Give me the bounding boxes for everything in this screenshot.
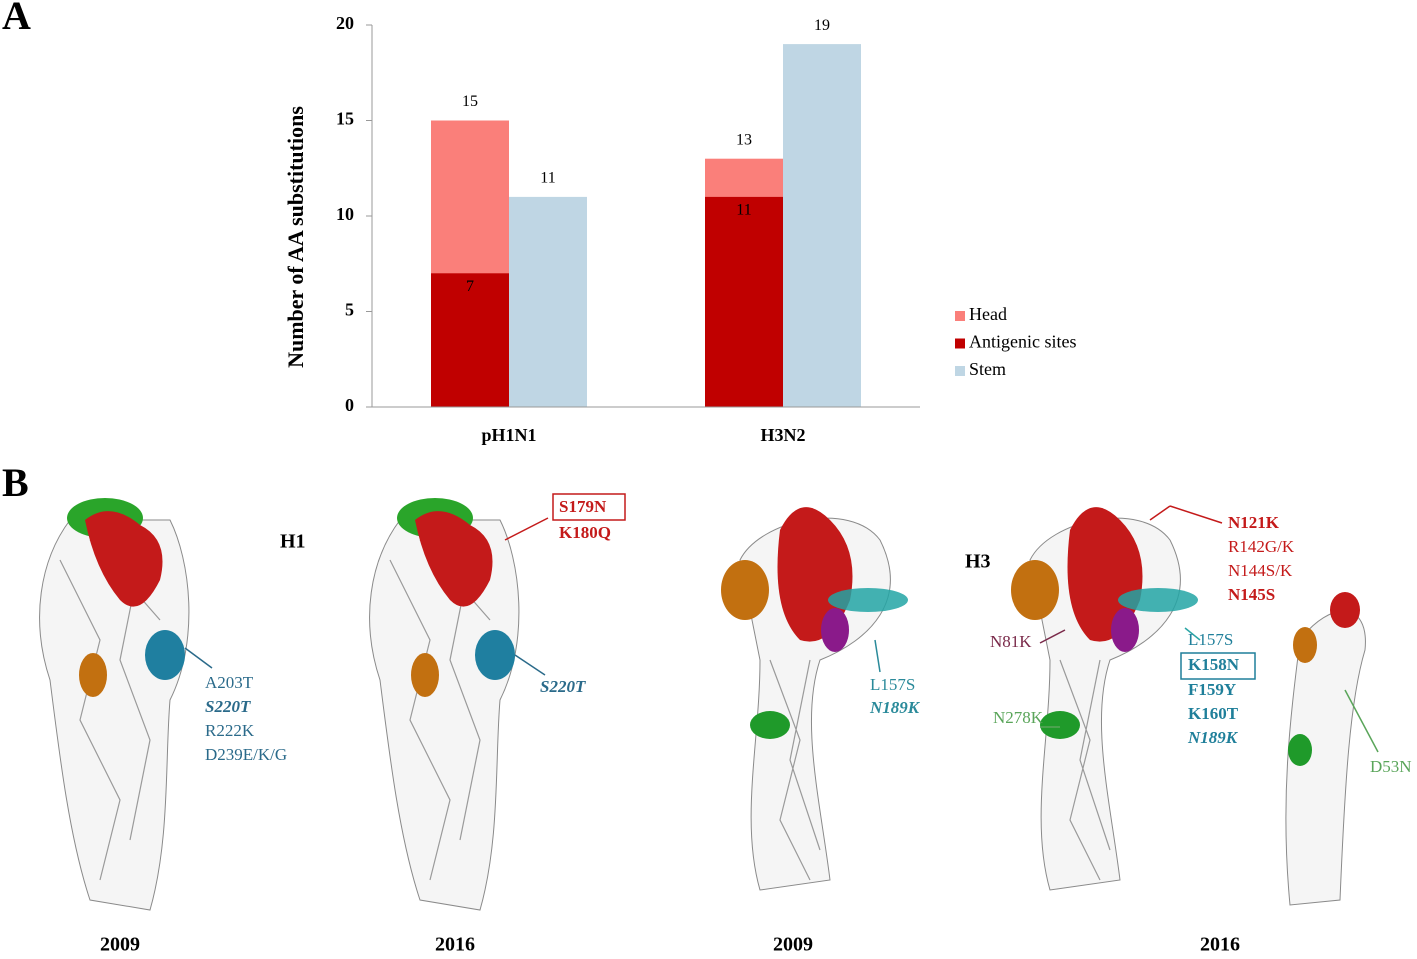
year-label: 2009 xyxy=(100,934,140,956)
structure-h1-2009 xyxy=(39,498,213,911)
bar xyxy=(431,273,509,407)
mutation-label: A203T xyxy=(205,673,254,692)
legend-swatch xyxy=(955,338,965,349)
mutation-label: D53N xyxy=(1370,757,1412,776)
bar xyxy=(509,196,587,407)
structure-h3-2016 xyxy=(1011,505,1379,906)
value-label: 19 xyxy=(814,17,830,34)
subtype-label: H1 xyxy=(280,531,306,553)
x-tick-label: H3N2 xyxy=(761,425,806,445)
h1-2009-labels: A203T S220T R222K D239E/K/G xyxy=(205,673,287,764)
mutation-label: S220T xyxy=(540,677,586,696)
mutation-label: N144S/K xyxy=(1228,561,1293,580)
structure-h1-2016 xyxy=(369,498,549,911)
year-label: 2016 xyxy=(435,934,475,956)
year-label: 2009 xyxy=(773,934,813,956)
legend-label: Antigenic sites xyxy=(969,332,1076,352)
bar xyxy=(783,44,861,407)
y-axis-label: Number of AA substitutions xyxy=(283,106,308,368)
legend-swatch xyxy=(955,311,965,321)
legend-label: Head xyxy=(969,304,1007,324)
mutation-label: N189K xyxy=(1187,728,1239,747)
y-tick-label: 0 xyxy=(345,395,354,415)
value-label: 11 xyxy=(540,170,555,187)
year-label: 2016 xyxy=(1200,934,1240,956)
subtype-label: H3 xyxy=(965,551,991,573)
mutation-label: L157S xyxy=(1188,630,1233,649)
mutation-label: S220T xyxy=(205,697,251,716)
legend-label: Stem xyxy=(969,359,1006,379)
mutation-label: R222K xyxy=(205,721,255,740)
mutation-label: L157S xyxy=(870,675,915,694)
structure-h3-2009 xyxy=(721,507,908,891)
legend-swatch xyxy=(955,366,965,376)
mutation-label: N189K xyxy=(869,698,921,717)
mutation-label: K158N xyxy=(1188,655,1240,674)
value-label: 11 xyxy=(736,202,751,219)
value-label: 13 xyxy=(736,131,752,148)
y-tick-label: 10 xyxy=(336,204,354,224)
mutation-label: N278K xyxy=(993,708,1044,727)
x-tick-label: pH1N1 xyxy=(481,425,536,445)
y-tick-label: 20 xyxy=(336,13,354,33)
panel-label: B xyxy=(2,460,29,505)
value-label: 7 xyxy=(466,278,474,295)
mutation-label: N81K xyxy=(990,632,1032,651)
mutation-label: K180Q xyxy=(559,523,611,542)
mutation-label: N121K xyxy=(1228,513,1280,532)
mutation-label: R142G/K xyxy=(1228,537,1295,556)
bar xyxy=(705,196,783,407)
mutation-label: K160T xyxy=(1188,704,1239,723)
highlight-box xyxy=(552,493,626,521)
mutation-label: F159Y xyxy=(1188,680,1236,699)
y-tick-label: 5 xyxy=(345,300,354,320)
mutation-label: N145S xyxy=(1228,585,1275,604)
highlight-box xyxy=(1180,652,1256,680)
mutation-label: D239E/K/G xyxy=(205,745,287,764)
panel-label: A xyxy=(2,0,31,38)
value-label: 15 xyxy=(462,93,478,110)
mutation-label: S179N xyxy=(559,497,607,516)
y-tick-label: 15 xyxy=(336,109,354,129)
